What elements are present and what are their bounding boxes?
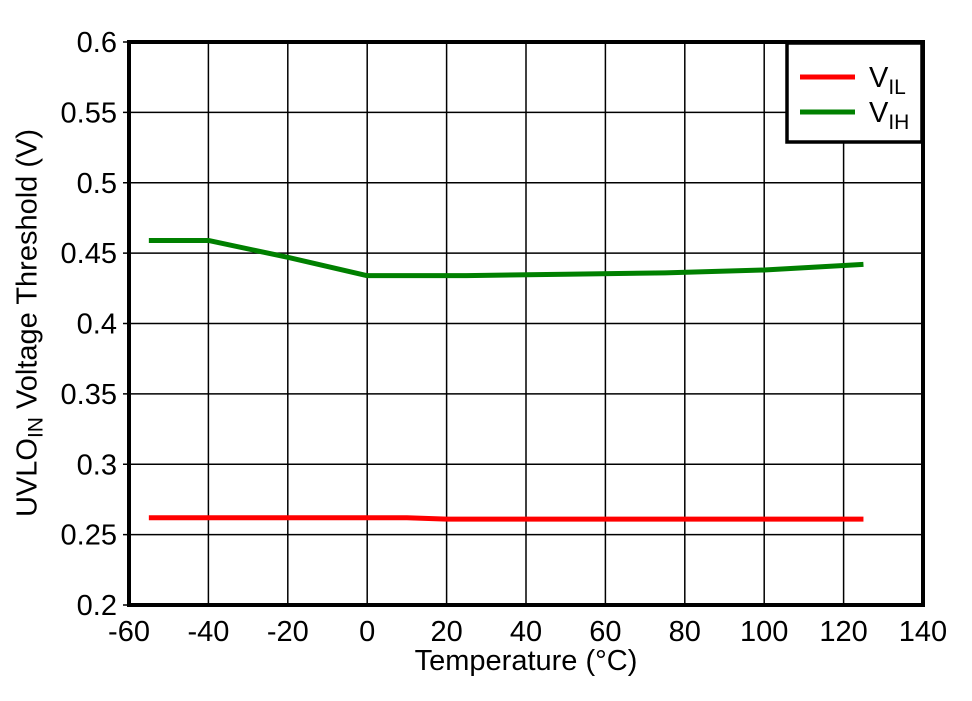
y-tick-label: 0.35 xyxy=(61,379,117,411)
y-axis-title-text: UVLO xyxy=(11,438,44,518)
plot-border xyxy=(127,40,925,607)
x-tick-label: 120 xyxy=(819,616,867,648)
y-tick-label: 0.25 xyxy=(61,520,117,552)
x-tick-label: 140 xyxy=(899,616,947,648)
series-line-vil xyxy=(148,515,864,522)
x-tick-label: 100 xyxy=(740,616,788,648)
y-axis-title-subscript: IN xyxy=(24,417,48,439)
y-tick-label: 0.4 xyxy=(77,309,117,341)
x-tick-label: 80 xyxy=(669,616,701,648)
y-axis-title: UVLOIN Voltage Threshold (V) xyxy=(12,129,49,517)
x-tick-label: -20 xyxy=(267,616,309,648)
x-axis-title: Temperature (°C) xyxy=(414,645,638,677)
y-axis-title-text: Voltage Threshold (V) xyxy=(11,128,44,418)
x-tick-label: 0 xyxy=(359,616,375,648)
y-tick-label: 0.2 xyxy=(77,590,117,622)
legend-label-vil: VIL xyxy=(869,62,906,99)
y-tick-label: 0.6 xyxy=(77,27,117,59)
series-line-vih xyxy=(148,237,864,279)
x-tick-label: -40 xyxy=(187,616,229,648)
y-tick-label: 0.3 xyxy=(77,449,117,481)
x-tick-label: 60 xyxy=(589,616,621,648)
legend-box xyxy=(785,41,924,144)
y-tick-label: 0.55 xyxy=(61,97,117,129)
x-tick-label: 20 xyxy=(430,616,462,648)
x-tick-label: -60 xyxy=(108,616,150,648)
y-tick-label: 0.45 xyxy=(61,238,117,270)
x-tick-label: 40 xyxy=(510,616,542,648)
y-tick-label: 0.5 xyxy=(77,168,117,200)
legend-label-vih: VIH xyxy=(869,97,909,134)
